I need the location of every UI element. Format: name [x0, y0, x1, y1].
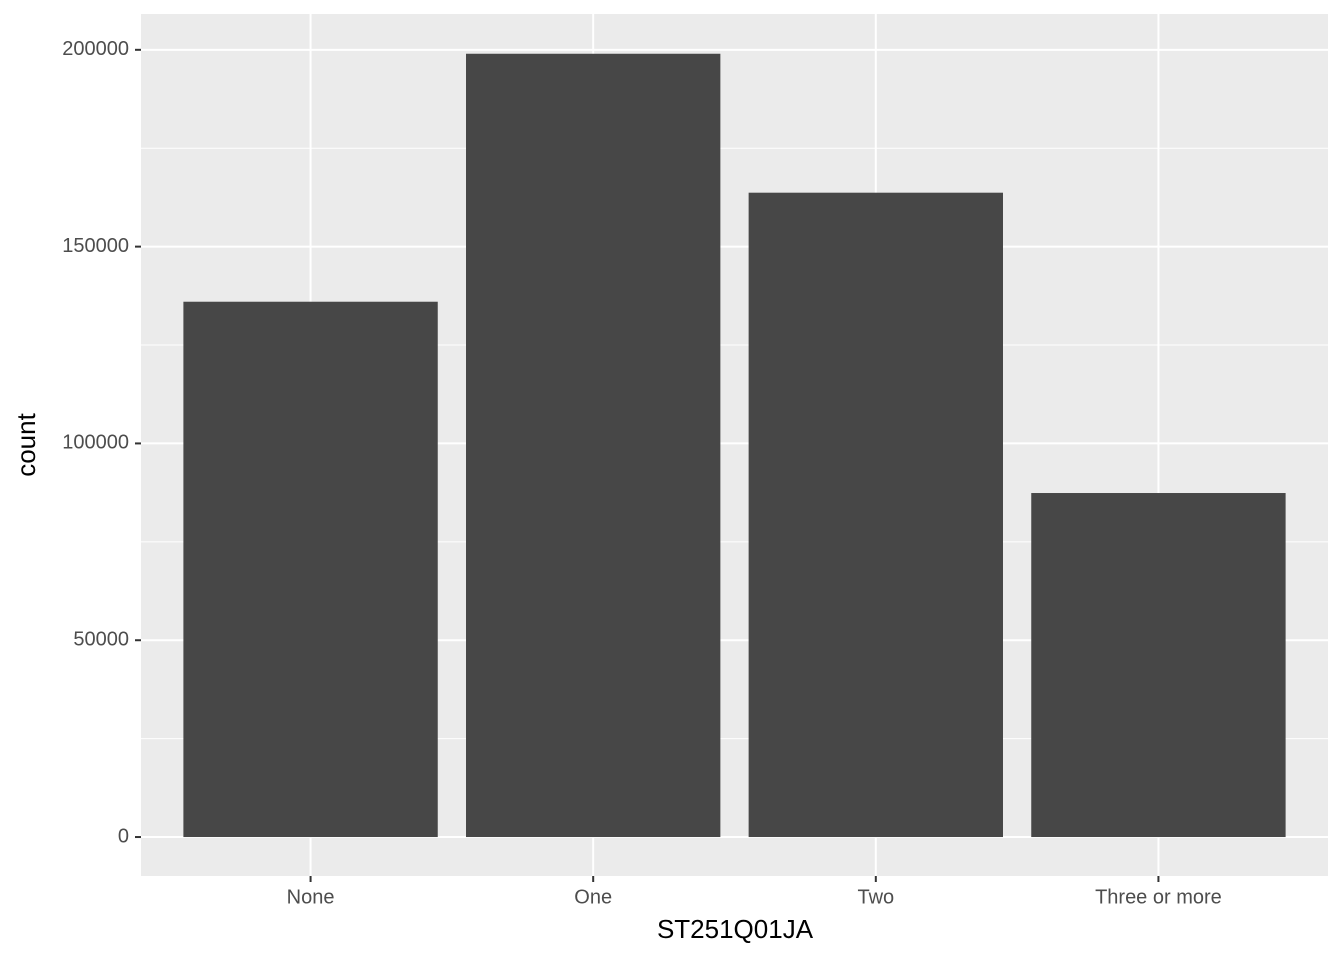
y-tick-label: 50000 [73, 629, 129, 651]
x-tick-label: Two [857, 886, 894, 908]
bar [748, 192, 1003, 838]
x-tick-label: None [287, 886, 335, 908]
y-tick-label: 150000 [62, 235, 129, 257]
bar [466, 53, 721, 838]
y-tick-label: 100000 [62, 432, 129, 454]
x-tick-label: Three or more [1095, 886, 1222, 908]
axes: 0 50000 100000 150000 200000 None One Two Three … [62, 38, 1222, 908]
y-tick-label: 200000 [62, 38, 129, 60]
bar [1031, 493, 1286, 838]
y-axis-title: count [11, 412, 41, 476]
x-tick-label: One [574, 886, 612, 908]
bars [183, 53, 1286, 838]
x-axis-title: ST251Q01JA [657, 914, 814, 944]
y-tick-label: 0 [118, 825, 129, 847]
bar [183, 301, 438, 838]
